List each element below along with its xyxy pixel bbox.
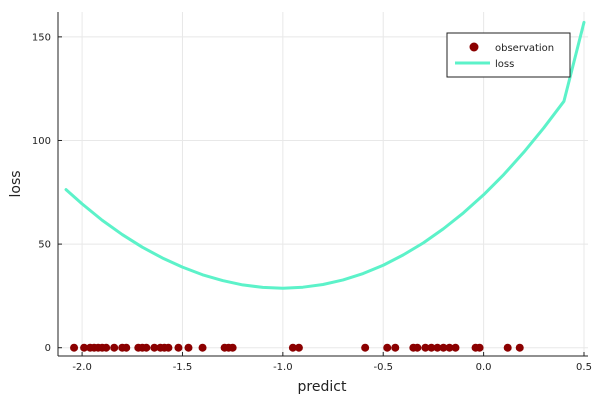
observation-point <box>421 343 430 352</box>
observation-point <box>515 343 524 352</box>
x-tick-label: -0.5 <box>373 362 393 373</box>
observation-point <box>174 343 183 352</box>
x-tick-label: -2.0 <box>72 362 92 373</box>
observation-point <box>164 343 173 352</box>
legend-observation-label: observation <box>495 43 554 54</box>
observation-point <box>110 343 119 352</box>
y-tick-label: 100 <box>32 136 51 147</box>
loss-curve <box>64 20 586 290</box>
x-tick-label: 0.0 <box>476 362 492 373</box>
x-tick-label: 0.5 <box>576 362 592 373</box>
y-tick-label: 50 <box>38 240 51 251</box>
legend-observation-marker <box>469 42 479 52</box>
observation-point <box>383 343 392 352</box>
observation-point <box>413 343 422 352</box>
legend-box <box>446 32 571 78</box>
observation-points-layer <box>70 343 524 352</box>
observation-point <box>433 343 442 352</box>
observation-point <box>288 343 297 352</box>
observation-point <box>439 343 448 352</box>
observation-point <box>142 343 151 352</box>
observation-point <box>228 343 237 352</box>
y-tick-label: 0 <box>45 343 51 354</box>
observation-point <box>70 343 79 352</box>
x-axis-title: predict <box>298 379 347 395</box>
observation-point <box>391 343 400 352</box>
observation-point <box>80 343 89 352</box>
x-tick-label: -1.0 <box>273 362 293 373</box>
tick-labels: -2.0 -1.5 -1.0 -0.5 0.0 0.5 0 50 100 150 <box>32 32 592 373</box>
y-axis-title: loss <box>8 170 24 197</box>
legend: observation loss <box>446 32 571 78</box>
observation-point <box>503 343 512 352</box>
observation-point <box>102 343 111 352</box>
plot-axes <box>57 12 588 357</box>
legend-loss-label: loss <box>495 59 514 70</box>
observation-point <box>198 343 207 352</box>
observation-point <box>361 343 370 352</box>
observation-point <box>451 343 460 352</box>
observation-point <box>184 343 193 352</box>
observation-point <box>445 343 454 352</box>
x-tick-label: -1.5 <box>173 362 193 373</box>
observation-point <box>150 343 159 352</box>
y-tick-label: 150 <box>32 32 51 43</box>
observation-point <box>427 343 436 352</box>
observation-point <box>122 343 131 352</box>
observation-point <box>294 343 303 352</box>
loss-curve-layer <box>64 20 586 290</box>
observation-point <box>475 343 484 352</box>
